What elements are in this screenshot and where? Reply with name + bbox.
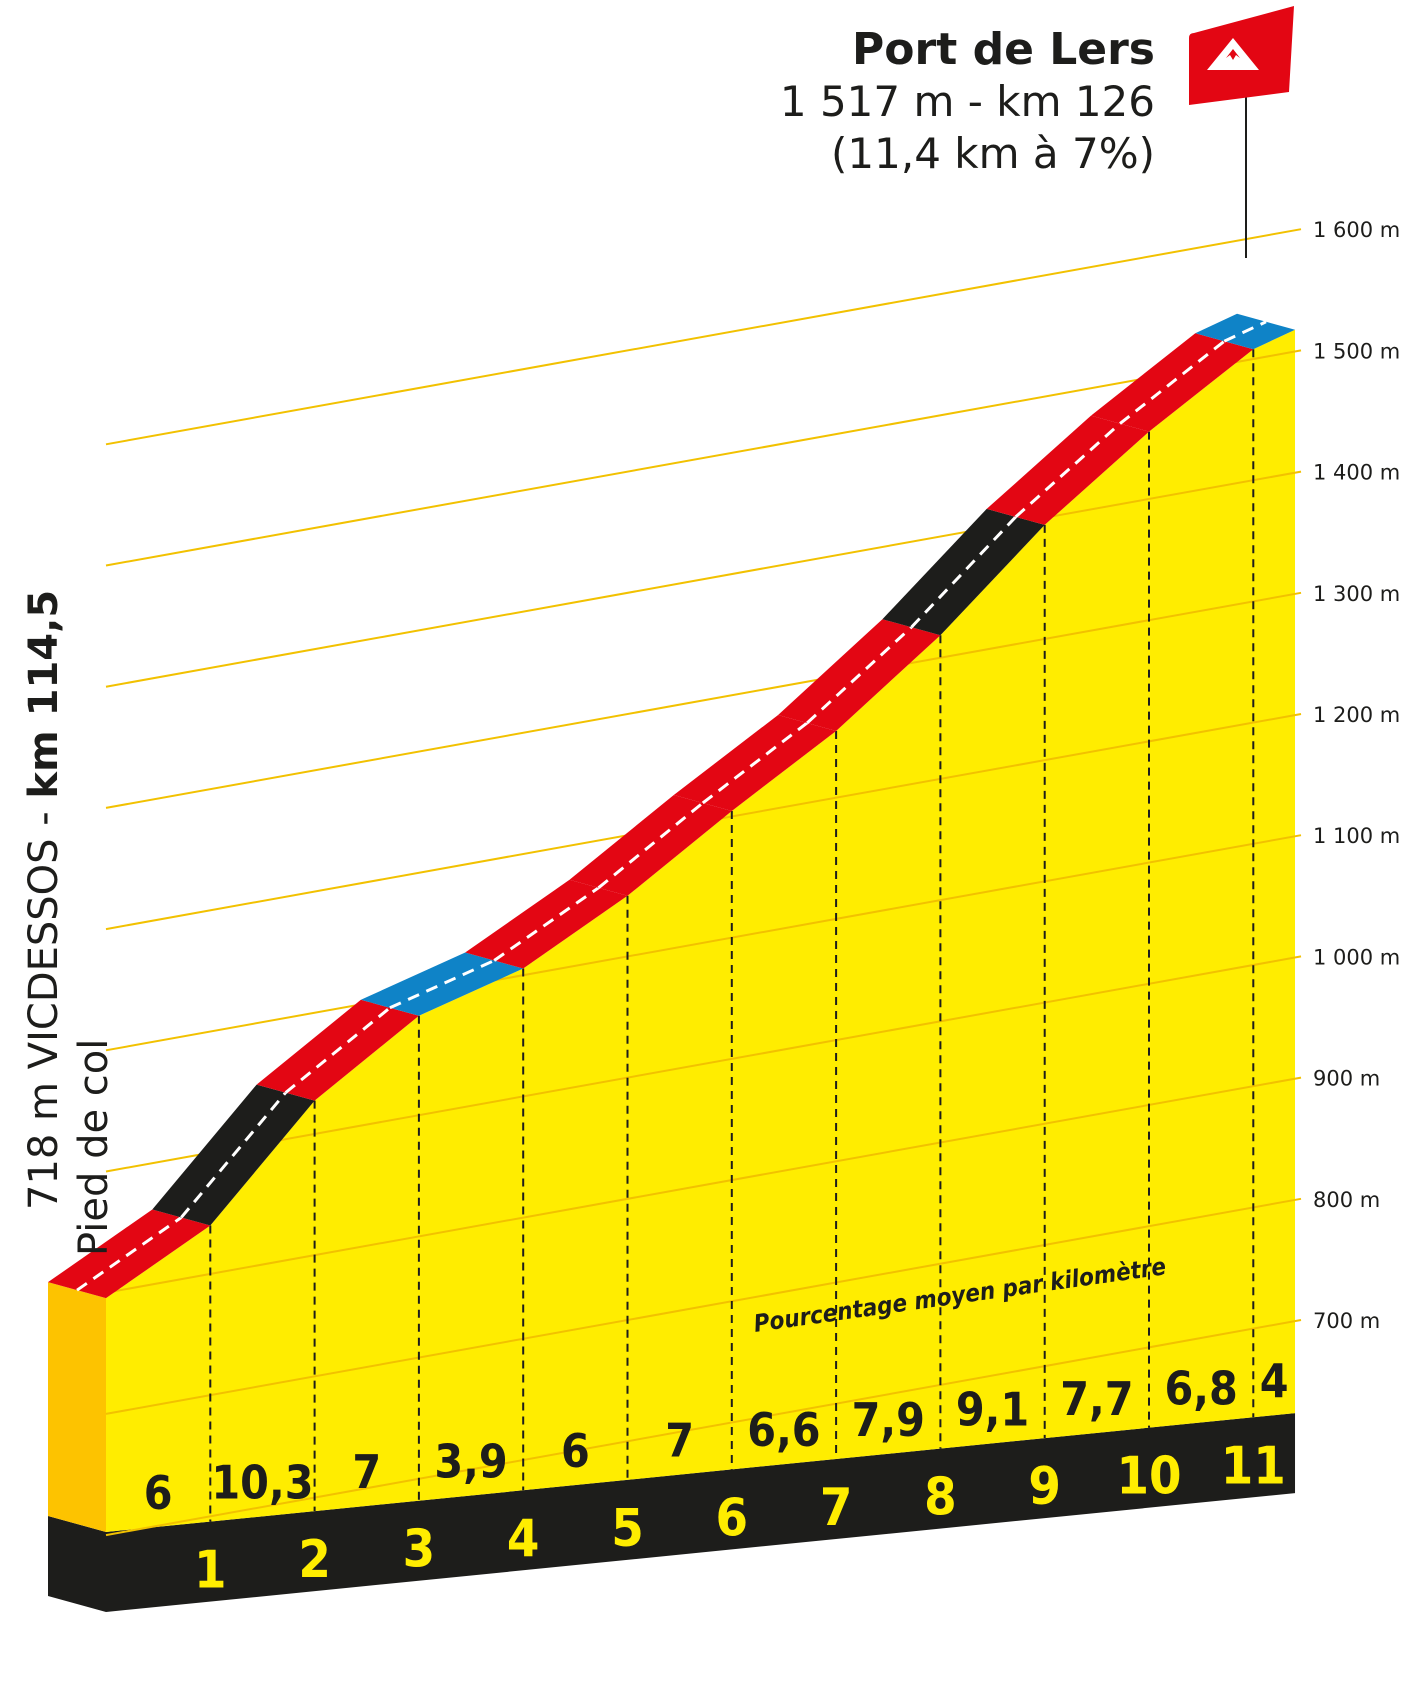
summit-altitude-km: 1 517 m - km 126 — [780, 77, 1155, 126]
grade-label: 6,6 — [747, 1403, 820, 1457]
altitude-scale: 1 600 m 1 500 m 1 400 m 1 300 m 1 200 m 1 100… — [1313, 218, 1400, 1333]
gradient-centerline — [597, 801, 704, 889]
km-label: 9 — [1028, 1457, 1061, 1517]
km-labels: 1 2 3 4 5 6 7 8 9 10 11 — [194, 1436, 1286, 1600]
altitude-gridline — [105, 591, 1302, 809]
grade-label: 6 — [561, 1424, 590, 1478]
grade-label: 7,7 — [1060, 1372, 1133, 1426]
grade-label: 7 — [665, 1414, 694, 1468]
profile-side-face — [48, 1282, 106, 1532]
altitude-gridline — [105, 228, 1302, 446]
profile-base — [48, 1413, 1296, 1612]
grade-label: 4 — [1260, 1354, 1289, 1408]
profile-area — [106, 329, 1296, 1532]
altitude-label: 1 300 m — [1313, 582, 1400, 606]
summit-climb-stats: (11,4 km à 7%) — [831, 129, 1155, 178]
gradient-centerline — [76, 1216, 183, 1292]
km-label: 3 — [403, 1520, 436, 1580]
km-label: 10 — [1116, 1447, 1181, 1507]
altitude-gridline — [105, 470, 1302, 688]
start-label: 718 m VICDESSOS - km 114,5 — [21, 590, 67, 1210]
grade-labels: 6 10,3 7 3,9 6 7 6,6 7,9 9,1 7,7 6,8 4 — [144, 1354, 1289, 1520]
gradient-centerline — [701, 721, 809, 805]
altitude-label: 1 400 m — [1313, 461, 1400, 485]
altitude-label: 900 m — [1313, 1067, 1380, 1091]
gradient-centerline — [1119, 340, 1226, 425]
gradient-centerline — [1014, 422, 1122, 519]
km-label: 2 — [298, 1530, 331, 1590]
altitude-label: 1 500 m — [1313, 339, 1400, 363]
altitude-gridline — [105, 349, 1302, 567]
altitude-label: 1 600 m — [1313, 218, 1400, 242]
altitude-gridline — [105, 1076, 1302, 1294]
altitude-gridline — [105, 1319, 1302, 1537]
start-label-bold: km 114,5 — [21, 590, 67, 799]
profile-fill — [48, 329, 1296, 1532]
grade-label: 6 — [144, 1466, 173, 1520]
grade-label: 10,3 — [211, 1455, 313, 1509]
altitude-label: 800 m — [1313, 1188, 1380, 1212]
km-label: 5 — [611, 1499, 644, 1559]
altitude-gridline — [105, 1197, 1302, 1415]
grade-label: 3,9 — [434, 1434, 507, 1488]
altitude-gridline — [105, 834, 1302, 1052]
km-label: 8 — [924, 1468, 957, 1528]
altitude-grid — [105, 228, 1302, 1537]
altitude-label: 1 200 m — [1313, 703, 1400, 727]
gradient-segment — [360, 952, 524, 1016]
km-dividers — [209, 349, 1255, 1522]
altitude-label: 700 m — [1313, 1309, 1380, 1333]
profile-base-band — [106, 1413, 1296, 1612]
gradient-segment — [882, 508, 1045, 636]
summit-flag-icon — [1189, 6, 1294, 258]
gradient-centerline — [180, 1091, 287, 1219]
grade-label: 6,8 — [1164, 1361, 1237, 1415]
gradient-centerline — [910, 515, 1017, 629]
gradient-centerline — [493, 886, 600, 962]
km-label: 7 — [820, 1478, 853, 1538]
grade-label: 7,9 — [852, 1393, 925, 1447]
km-label: 6 — [716, 1488, 749, 1548]
km-label: 1 — [194, 1541, 227, 1601]
summit-name: Port de Lers — [852, 24, 1155, 75]
km-label: 4 — [507, 1509, 540, 1569]
grade-label: 7 — [352, 1445, 381, 1499]
gradient-ribbon — [48, 313, 1296, 1299]
svg-text:718 m VICDESSOS - km 114,5: 718 m VICDESSOS - km 114,5 — [21, 590, 67, 1210]
start-label-regular: 718 m VICDESSOS - — [21, 799, 67, 1210]
gradient-centerline — [284, 1006, 391, 1094]
start-sublabel: Pied de col — [71, 1039, 117, 1256]
km-label: 11 — [1221, 1436, 1286, 1496]
altitude-label: 1 000 m — [1313, 945, 1400, 969]
grade-label: 9,1 — [956, 1382, 1029, 1436]
altitude-label: 1 100 m — [1313, 824, 1400, 848]
gradient-centerline — [1223, 320, 1267, 343]
gradient-centerline — [806, 626, 913, 725]
profile-base-side — [48, 1516, 106, 1612]
altitude-gridline — [105, 955, 1302, 1173]
